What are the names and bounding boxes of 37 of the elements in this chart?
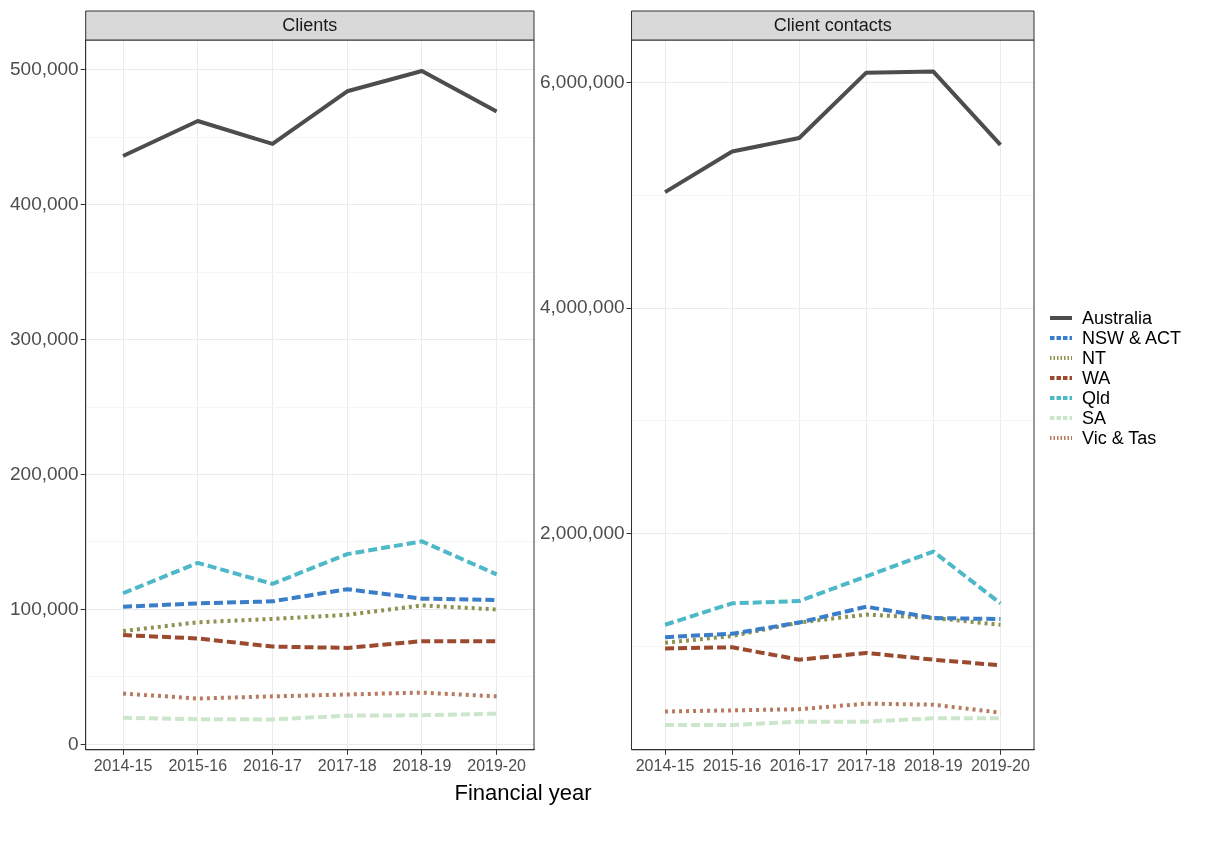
y-tick-label: 4,000,000	[539, 296, 625, 318]
x-axis-title: Financial year	[453, 780, 593, 806]
y-tick-label: 100,000	[9, 597, 79, 619]
x-tick-label: 2019-20	[971, 756, 1030, 774]
line-series	[121, 603, 499, 634]
legend-label: Vic & Tas	[1082, 427, 1157, 449]
x-tick-label: 2017-18	[836, 756, 896, 774]
line-series	[663, 604, 1003, 640]
y-tick-label: 2,000,000	[539, 521, 625, 543]
chart-title: Client contacts	[773, 14, 892, 35]
legend-label: SA	[1082, 407, 1106, 429]
x-tick-label: 2019-20	[467, 756, 527, 774]
legend-label: Australia	[1082, 307, 1153, 329]
y-tick-label: 300,000	[9, 327, 79, 349]
y-tick-label: 500,000	[9, 57, 79, 79]
line-series	[121, 539, 499, 596]
x-tick-label: 2016-17	[769, 756, 829, 774]
chart-title: Clients	[282, 14, 338, 35]
x-tick-label: 2014-15	[635, 756, 695, 774]
line-series	[663, 549, 1003, 627]
x-tick-label: 2018-19	[904, 756, 963, 774]
line-series	[663, 701, 1003, 715]
x-tick-label: 2015-16	[168, 756, 228, 774]
legend-label: NSW & ACT	[1082, 327, 1182, 349]
legend-label: Qld	[1082, 387, 1111, 409]
x-tick-label: 2014-15	[93, 756, 153, 774]
legend-label: WA	[1082, 367, 1111, 389]
y-tick-label: 200,000	[9, 462, 79, 484]
x-tick-label: 2016-17	[243, 756, 302, 774]
x-tick-label: 2015-16	[702, 756, 762, 774]
x-tick-label: 2018-19	[392, 756, 452, 774]
y-tick-label: 400,000	[9, 192, 79, 214]
line-series	[663, 612, 1003, 645]
legend-label: NT	[1082, 347, 1106, 369]
x-tick-label: 2017-18	[317, 756, 377, 774]
y-tick-label: 6,000,000	[539, 71, 625, 93]
y-tick-label: 0	[68, 732, 79, 754]
